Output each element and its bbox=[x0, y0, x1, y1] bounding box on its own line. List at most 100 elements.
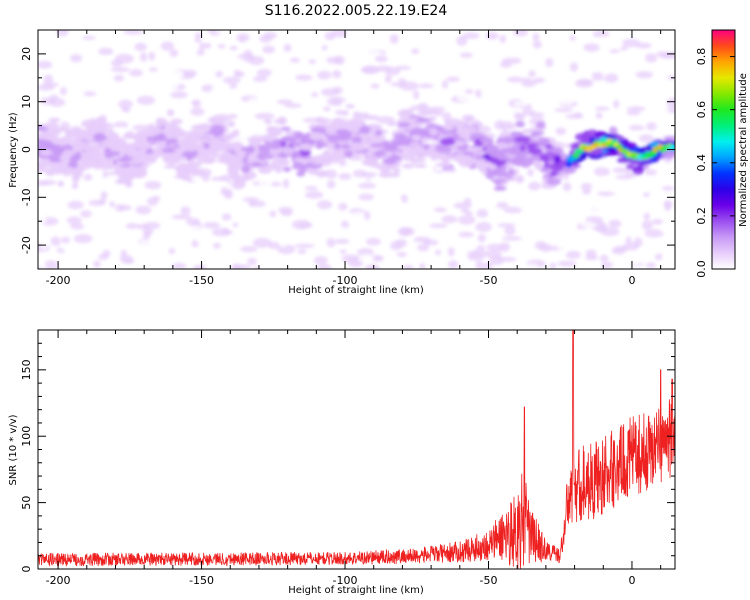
spectrogram-cell bbox=[343, 162, 351, 172]
spectrogram-cell bbox=[43, 74, 54, 84]
spectrogram-cell bbox=[396, 199, 404, 210]
spectrogram-y-tick-label: 0 bbox=[20, 146, 33, 153]
spectrogram-cell bbox=[215, 30, 228, 34]
spectrogram-cell bbox=[479, 135, 490, 144]
spectrogram-cell bbox=[468, 126, 478, 133]
spectrogram-cell bbox=[521, 80, 538, 87]
spectrogram-cell bbox=[644, 169, 657, 176]
snr-y-tick-label: 150 bbox=[20, 359, 33, 380]
spectrogram-cell bbox=[332, 70, 342, 79]
spectrogram-cell bbox=[40, 242, 47, 250]
spectrogram-cell bbox=[205, 159, 213, 165]
spectrogram-cell bbox=[153, 151, 168, 157]
spectrogram-cell bbox=[147, 123, 156, 132]
spectrogram-cell bbox=[374, 163, 389, 170]
spectrogram-cell bbox=[100, 191, 108, 199]
snr-y-tick-label: 100 bbox=[20, 426, 33, 447]
spectrogram-cell bbox=[203, 42, 212, 49]
spectrogram-cell bbox=[99, 197, 107, 205]
spectrogram-cell bbox=[619, 102, 636, 108]
spectrogram-cell bbox=[365, 238, 382, 246]
spectrogram-cell bbox=[38, 167, 49, 173]
spectrogram-x-tick-label: -200 bbox=[46, 274, 71, 287]
spectrogram-cell bbox=[297, 249, 307, 254]
spectrogram-cell bbox=[270, 181, 282, 187]
spectrogram-cell bbox=[125, 223, 139, 229]
spectrogram-cell bbox=[535, 121, 546, 129]
figure-title: S116.2022.005.22.19.E24 bbox=[265, 3, 448, 19]
spectrogram-cell bbox=[172, 153, 180, 161]
spectrogram-cell bbox=[416, 116, 425, 123]
spectrogram-cell bbox=[264, 119, 273, 125]
spectrogram-cell bbox=[292, 162, 304, 170]
spectrogram-cell bbox=[653, 206, 663, 212]
spectrogram-cell bbox=[507, 168, 515, 176]
spectrogram-cell bbox=[277, 116, 287, 126]
spectrogram-cell bbox=[386, 102, 402, 111]
spectrogram-cell bbox=[184, 224, 201, 231]
spectrogram-cell bbox=[299, 97, 311, 105]
spectrogram-cell bbox=[43, 260, 59, 269]
spectrogram-cell bbox=[207, 147, 220, 154]
spectrogram-cell bbox=[308, 59, 317, 64]
spectrogram-cell bbox=[576, 148, 584, 154]
spectrogram-cell bbox=[61, 168, 75, 174]
spectrogram-cell bbox=[331, 98, 343, 106]
spectrogram-cell bbox=[114, 53, 134, 64]
spectrogram-cell bbox=[429, 223, 448, 229]
spectrogram-cell bbox=[112, 127, 129, 134]
spectrogram-cell bbox=[304, 186, 318, 191]
spectrogram-cell bbox=[203, 222, 221, 229]
spectrogram-cell bbox=[387, 121, 397, 127]
spectrogram-y-tick-label: 10 bbox=[20, 95, 33, 109]
spectrogram-cell bbox=[106, 174, 120, 181]
spectrogram-cell bbox=[38, 60, 53, 69]
spectrogram-cell bbox=[529, 112, 545, 118]
spectrogram-cell bbox=[593, 63, 611, 72]
spectrogram-cell bbox=[455, 185, 464, 192]
spectrogram-cell bbox=[268, 241, 280, 250]
spectrogram-cell bbox=[411, 157, 427, 163]
spectrogram-cell bbox=[189, 145, 205, 151]
spectrogram-cell bbox=[166, 109, 175, 117]
spectrogram-cell bbox=[269, 93, 279, 102]
spectrogram-cell bbox=[592, 30, 610, 38]
spectrogram-cell bbox=[500, 164, 507, 172]
spectrogram-cell bbox=[477, 217, 485, 223]
spectrogram-cell bbox=[633, 237, 643, 248]
spectrogram-cell bbox=[475, 154, 482, 160]
spectrogram-cell bbox=[593, 167, 611, 177]
spectrogram-cell bbox=[140, 52, 148, 62]
spectrogram-cell bbox=[117, 177, 131, 185]
spectrogram-cell bbox=[73, 234, 93, 244]
spectrogram-cell bbox=[481, 262, 494, 269]
spectrogram-cell bbox=[334, 238, 350, 244]
spectrogram-cell bbox=[501, 236, 522, 241]
spectrogram-cell bbox=[223, 189, 234, 200]
spectrogram-cell bbox=[468, 147, 480, 153]
spectrogram-cell bbox=[136, 95, 156, 106]
spectrogram-cell bbox=[70, 54, 83, 63]
spectrogram-cell bbox=[110, 66, 130, 73]
spectrogram-cell bbox=[390, 139, 399, 149]
spectrogram-cell bbox=[462, 32, 480, 39]
spectrogram-cell bbox=[102, 249, 111, 258]
spectrogram-cell bbox=[485, 32, 499, 40]
spectrogram-cell bbox=[580, 182, 593, 191]
spectrogram-cell bbox=[296, 170, 306, 177]
spectrogram-y-tick-label: -20 bbox=[20, 236, 33, 254]
spectrogram-cell bbox=[233, 169, 240, 175]
spectrogram-cell bbox=[507, 76, 523, 83]
spectrogram-cell bbox=[635, 71, 653, 79]
spectrogram-cell bbox=[48, 117, 61, 123]
spectrogram-cell bbox=[409, 142, 420, 146]
spectrogram-cell bbox=[625, 236, 632, 244]
spectrogram-cell bbox=[251, 105, 271, 111]
spectrogram-cell bbox=[389, 34, 399, 44]
spectrogram-cell bbox=[446, 76, 460, 82]
spectrogram-cell bbox=[119, 138, 126, 144]
spectrogram-cell bbox=[540, 168, 551, 173]
spectrogram-cell bbox=[318, 118, 332, 124]
